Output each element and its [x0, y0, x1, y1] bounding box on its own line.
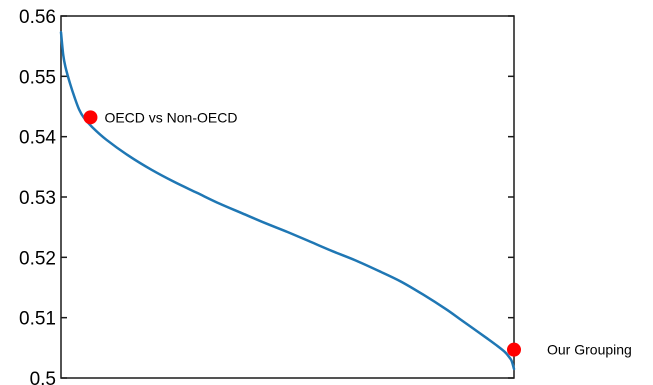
y-tick-label: 0.52 [19, 248, 56, 269]
series-line [59, 31, 516, 371]
y-axis-ticks [61, 15, 514, 379]
annotation-marker [83, 110, 98, 125]
annotation-marker [507, 342, 521, 357]
plot-area-box [60, 15, 515, 379]
annotation-label: OECD vs Non-OECD [104, 109, 237, 125]
y-tick-label: 0.56 [19, 7, 56, 28]
y-tick-label: 0.51 [19, 309, 56, 330]
y-tick-label: 0.5 [30, 369, 56, 385]
y-tick-label: 0.55 [19, 67, 56, 88]
y-axis-labels: 0.5 0.51 0.52 0.53 0.54 0.55 0.56 [19, 7, 56, 385]
annotation-label: Our Grouping [547, 342, 632, 358]
y-tick-label: 0.53 [19, 188, 56, 209]
y-tick-label: 0.54 [19, 128, 56, 149]
annotations: OECD vs Non-OECD Our Grouping [83, 109, 632, 358]
